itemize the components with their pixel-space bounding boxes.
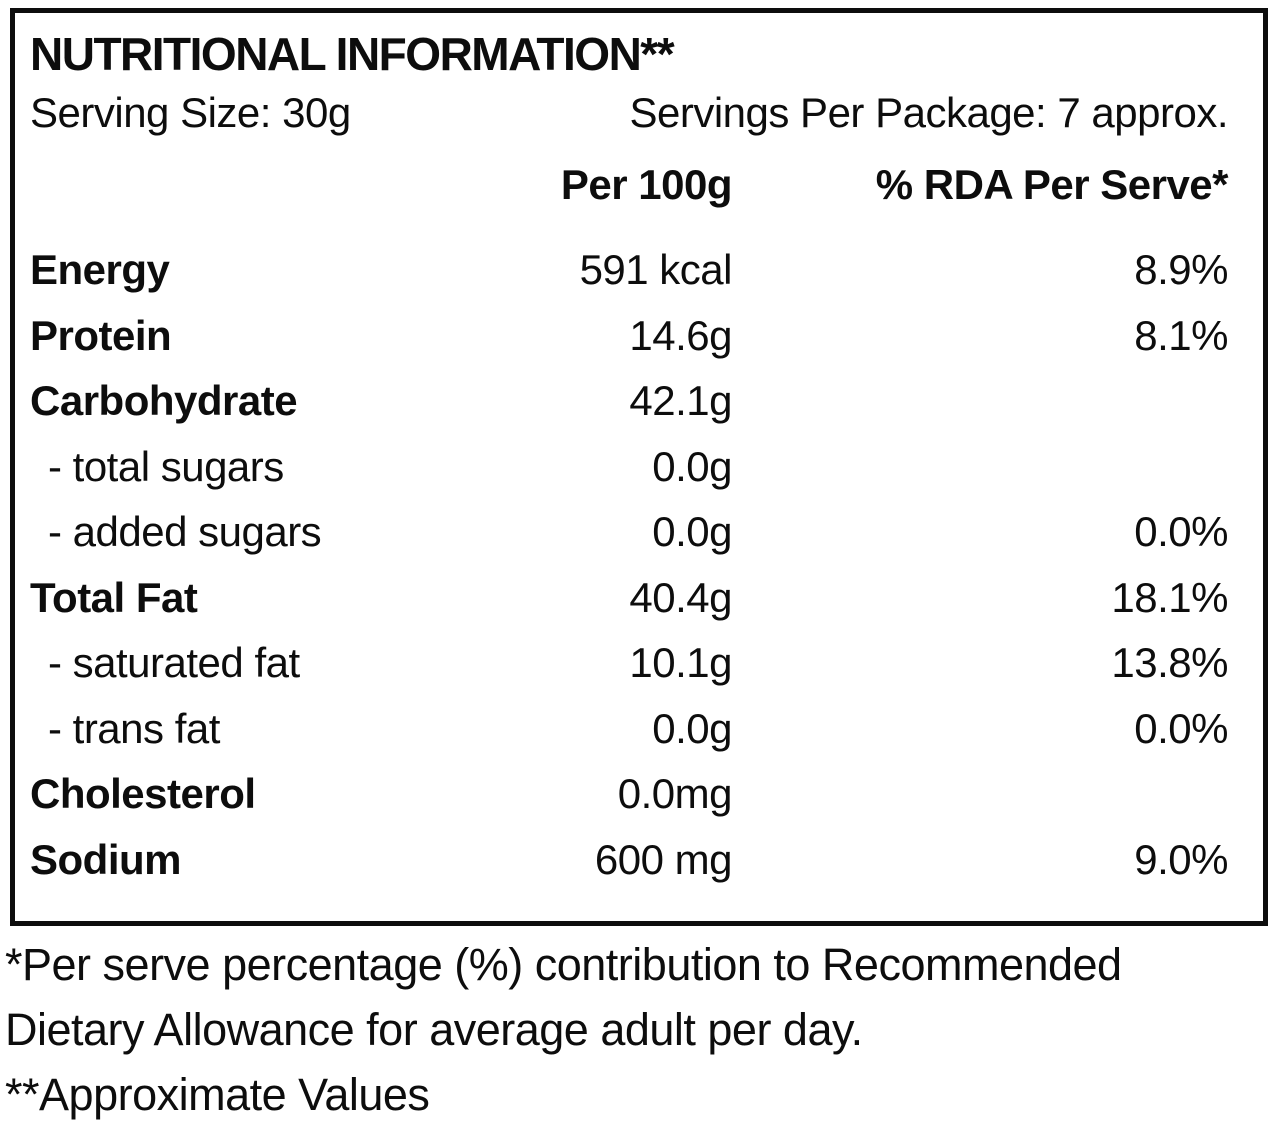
table-row: Total Fat 40.4g 18.1% xyxy=(30,565,1229,631)
table-row: Energy 591 kcal 8.9% xyxy=(30,237,1229,303)
row-per-100g-value: 40.4g xyxy=(629,573,732,621)
column-header-spacer xyxy=(30,159,430,211)
row-nutrient-label: - total sugars xyxy=(48,442,284,490)
row-rda-value: 8.9% xyxy=(1134,246,1228,293)
table-row: - added sugars 0.0g 0.0% xyxy=(30,499,1229,565)
footnote-rda: *Per serve percentage (%) contribution t… xyxy=(5,939,1122,1055)
row-rda-value: 9.0% xyxy=(1134,835,1228,883)
servings-per-package-text: Servings Per Package: 7 approx. xyxy=(629,89,1228,136)
nutrition-table-title: NUTRITIONAL INFORMATION** xyxy=(30,28,675,80)
row-rda-value: 13.8% xyxy=(1111,639,1228,686)
row-nutrient-label: Protein xyxy=(30,311,172,359)
row-nutrient-label: Carbohydrate xyxy=(30,377,298,424)
serving-size-text: Serving Size: 30g xyxy=(30,89,351,136)
row-per-100g-value: 600 mg xyxy=(594,835,733,883)
nutrition-facts-box: NUTRITIONAL INFORMATION** Serving Size: … xyxy=(10,8,1268,926)
row-per-100g-value: 0.0g xyxy=(652,508,732,555)
row-per-100g-value: 10.1g xyxy=(629,639,732,686)
table-row: Cholesterol 0.0mg xyxy=(30,761,1228,827)
row-nutrient-label: Cholesterol xyxy=(30,770,256,817)
table-row: - trans fat 0.0g 0.0% xyxy=(30,696,1229,762)
nutrition-table-rows: Energy 591 kcal 8.9% Protein 14.6g 8.1% … xyxy=(30,237,1229,893)
footnote-approximate-values: **Approximate Values xyxy=(5,1069,430,1120)
row-rda-value xyxy=(732,434,1228,500)
table-row: Sodium 600 mg 9.0% xyxy=(30,827,1229,893)
row-rda-value xyxy=(732,761,1228,827)
column-header-rda-per-serve: % RDA Per Serve* xyxy=(875,161,1229,208)
row-nutrient-label: - saturated fat xyxy=(48,639,300,686)
row-nutrient-label: Energy xyxy=(30,246,170,293)
footnotes: *Per serve percentage (%) contribution t… xyxy=(5,932,1215,1127)
row-nutrient-label: Total Fat xyxy=(30,573,198,621)
row-per-100g-value: 0.0g xyxy=(652,442,732,490)
column-header-row: Per 100g % RDA Per Serve* xyxy=(30,159,1229,211)
table-row: Protein 14.6g 8.1% xyxy=(30,303,1229,369)
row-rda-value: 8.1% xyxy=(1134,311,1228,359)
row-per-100g-value: 0.0mg xyxy=(617,770,733,817)
row-nutrient-label: - trans fat xyxy=(48,704,220,752)
table-row: Carbohydrate 42.1g xyxy=(30,368,1228,434)
table-row: - saturated fat 10.1g 13.8% xyxy=(30,630,1229,696)
row-nutrient-label: Sodium xyxy=(30,835,182,883)
row-rda-value: 18.1% xyxy=(1111,573,1228,621)
row-rda-value: 0.0% xyxy=(1134,704,1228,752)
row-per-100g-value: 42.1g xyxy=(629,377,732,424)
row-nutrient-label: - added sugars xyxy=(48,508,322,555)
row-per-100g-value: 0.0g xyxy=(652,704,732,752)
row-rda-value: 0.0% xyxy=(1134,508,1228,555)
column-header-per-100g: Per 100g xyxy=(560,161,733,208)
row-per-100g-value: 14.6g xyxy=(629,311,732,359)
serving-info-row: Serving Size: 30g Servings Per Package: … xyxy=(30,87,1228,139)
table-row: - total sugars 0.0g xyxy=(30,434,1228,500)
row-per-100g-value: 591 kcal xyxy=(579,246,733,293)
row-rda-value xyxy=(732,368,1228,434)
